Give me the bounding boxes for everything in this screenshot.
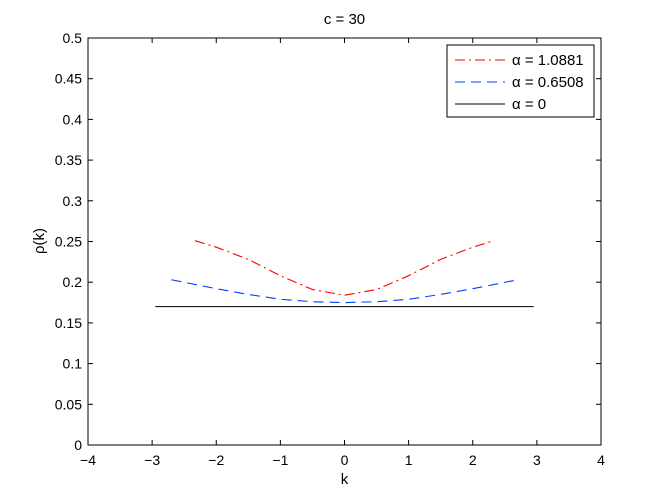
y-tick-label: 0.5	[63, 30, 83, 46]
y-tick-label: 0.25	[55, 234, 82, 250]
y-axis-label: ρ(k)	[31, 228, 48, 254]
x-tick-label: −2	[208, 452, 224, 468]
x-axis-ticks: −4 −3 −2 −1 0 1 2 3 4	[80, 38, 605, 468]
legend-label-alpha-0: α = 0	[512, 96, 546, 113]
y-tick-label: 0.35	[55, 152, 82, 168]
y-tick-label: 0.1	[63, 356, 83, 372]
x-tick-label: 4	[597, 452, 605, 468]
x-tick-label: 0	[341, 452, 349, 468]
series-line-0	[194, 240, 495, 296]
legend: α = 1.0881 α = 0.6508 α = 0	[446, 44, 595, 118]
series-line-1	[171, 279, 518, 304]
x-tick-label: −4	[80, 452, 96, 468]
y-axis-ticks: 0 0.05 0.1 0.15 0.2 0.25 0.3 0.35 0.4 0.45 0.5	[55, 30, 601, 453]
x-axis-label: k	[341, 471, 349, 488]
legend-box	[446, 44, 595, 118]
y-tick-label: 0.4	[63, 111, 83, 127]
x-tick-label: 3	[533, 452, 541, 468]
x-tick-label: 1	[405, 452, 413, 468]
y-tick-label: 0.2	[63, 274, 83, 290]
y-tick-label: 0.3	[63, 193, 83, 209]
x-tick-label: 2	[469, 452, 477, 468]
legend-label-alpha-1.0881: α = 1.0881	[512, 52, 584, 69]
y-tick-label: 0.05	[55, 396, 82, 412]
x-tick-label: −1	[272, 452, 288, 468]
chart-title: c = 30	[324, 11, 365, 28]
y-tick-label: 0.15	[55, 315, 82, 331]
y-tick-label: 0.45	[55, 71, 82, 87]
series-layer	[155, 240, 534, 308]
x-tick-label: −3	[144, 452, 160, 468]
legend-label-alpha-0.6508: α = 0.6508	[512, 74, 584, 91]
y-tick-label: 0	[74, 437, 82, 453]
